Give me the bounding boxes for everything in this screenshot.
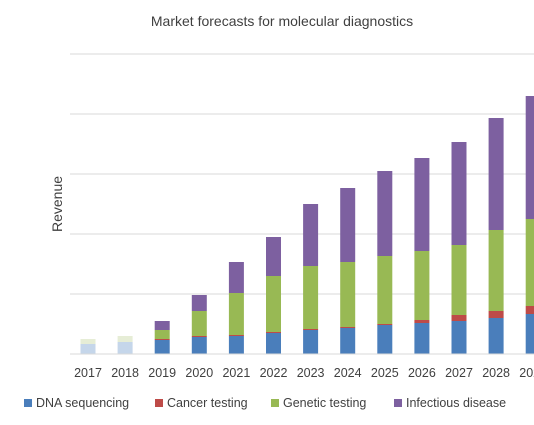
bar-dna-sequencing-2029: [525, 314, 534, 354]
bar-infectious-disease-2019: [154, 321, 170, 330]
bar-dna-sequencing-2017: [80, 344, 96, 354]
legend-swatch-genetic-testing: [271, 399, 279, 407]
bar-dna-sequencing-2021: [228, 336, 244, 354]
bar-genetic-testing-2017: [80, 339, 96, 344]
bar-genetic-testing-2026: [414, 251, 430, 320]
bar-cancer-testing-2023: [303, 329, 319, 330]
x-tick-2025: 2025: [371, 366, 399, 380]
bar-genetic-testing-2019: [154, 330, 170, 339]
x-tick-2020: 2020: [185, 366, 213, 380]
bar-infectious-disease-2021: [228, 262, 244, 293]
legend-label-dna-sequencing: DNA sequencing: [36, 396, 129, 410]
x-tick-labels: 2017 2018 2019 2020 2021 2022 2023 2024 2025 2026…: [74, 366, 534, 380]
bar-dna-sequencing-2024: [340, 328, 356, 354]
bar-dna-sequencing-2027: [451, 321, 467, 354]
legend: DNA sequencing Cancer testing Genetic test…: [24, 396, 506, 410]
bar-cancer-testing-2028: [488, 311, 504, 318]
bar-dna-sequencing-2028: [488, 318, 504, 354]
bar-infectious-disease-2025: [377, 171, 393, 256]
y-axis-label: Revenue: [49, 176, 65, 232]
bar-genetic-testing-2027: [451, 245, 467, 315]
bar-cancer-testing-2024: [340, 327, 356, 328]
bar-cancer-testing-2027: [451, 315, 467, 321]
bar-genetic-testing-2023: [303, 266, 319, 329]
x-tick-2029: 2029: [519, 366, 534, 380]
bar-dna-sequencing-2026: [414, 323, 430, 354]
x-tick-2022: 2022: [260, 366, 288, 380]
bar-cancer-testing-2020: [191, 336, 207, 337]
x-tick-2021: 2021: [222, 366, 250, 380]
chart-title: Market forecasts for molecular diagnosti…: [151, 13, 413, 29]
x-tick-2019: 2019: [148, 366, 176, 380]
legend-swatch-cancer-testing: [155, 399, 163, 407]
x-tick-2026: 2026: [408, 366, 436, 380]
bar-genetic-testing-2024: [340, 262, 356, 327]
bar-genetic-testing-2018: [117, 336, 133, 342]
bar-cancer-testing-2019: [154, 339, 170, 340]
bar-infectious-disease-2026: [414, 158, 430, 251]
legend-swatch-dna-sequencing: [24, 399, 32, 407]
bar-infectious-disease-2028: [488, 118, 504, 230]
bar-genetic-testing-2028: [488, 230, 504, 311]
bar-infectious-disease-2020: [191, 295, 207, 311]
bar-genetic-testing-2022: [266, 276, 281, 332]
x-tick-2017: 2017: [74, 366, 102, 380]
bar-genetic-testing-2020: [191, 311, 207, 336]
bar-cancer-testing-2029: [525, 306, 534, 314]
x-tick-2028: 2028: [482, 366, 510, 380]
bar-infectious-disease-2024: [340, 188, 356, 262]
bar-cancer-testing-2022: [266, 332, 281, 333]
bar-cancer-testing-2026: [414, 320, 430, 323]
bar-infectious-disease-2022: [266, 237, 281, 276]
bar-genetic-testing-2021: [228, 293, 244, 335]
bar-dna-sequencing-2019: [154, 340, 170, 354]
bar-dna-sequencing-2025: [377, 325, 393, 354]
x-tick-2027: 2027: [445, 366, 473, 380]
bar-genetic-testing-2029: [525, 219, 534, 306]
x-tick-2018: 2018: [111, 366, 139, 380]
legend-label-cancer-testing: Cancer testing: [167, 396, 248, 410]
bar-cancer-testing-2025: [377, 324, 393, 325]
x-tick-2023: 2023: [297, 366, 325, 380]
legend-label-infectious-disease: Infectious disease: [406, 396, 506, 410]
x-tick-2024: 2024: [334, 366, 362, 380]
legend-swatch-infectious-disease: [394, 399, 402, 407]
bar-dna-sequencing-2018: [117, 342, 133, 354]
bar-cancer-testing-2021: [228, 335, 244, 336]
bar-infectious-disease-2029: [525, 96, 534, 219]
bar-dna-sequencing-2020: [191, 337, 207, 354]
bars: [80, 96, 534, 354]
bar-infectious-disease-2023: [303, 204, 319, 266]
bar-dna-sequencing-2022: [266, 333, 281, 354]
legend-label-genetic-testing: Genetic testing: [283, 396, 366, 410]
bar-infectious-disease-2027: [451, 142, 467, 245]
bar-genetic-testing-2025: [377, 256, 393, 324]
bar-dna-sequencing-2023: [303, 330, 319, 354]
